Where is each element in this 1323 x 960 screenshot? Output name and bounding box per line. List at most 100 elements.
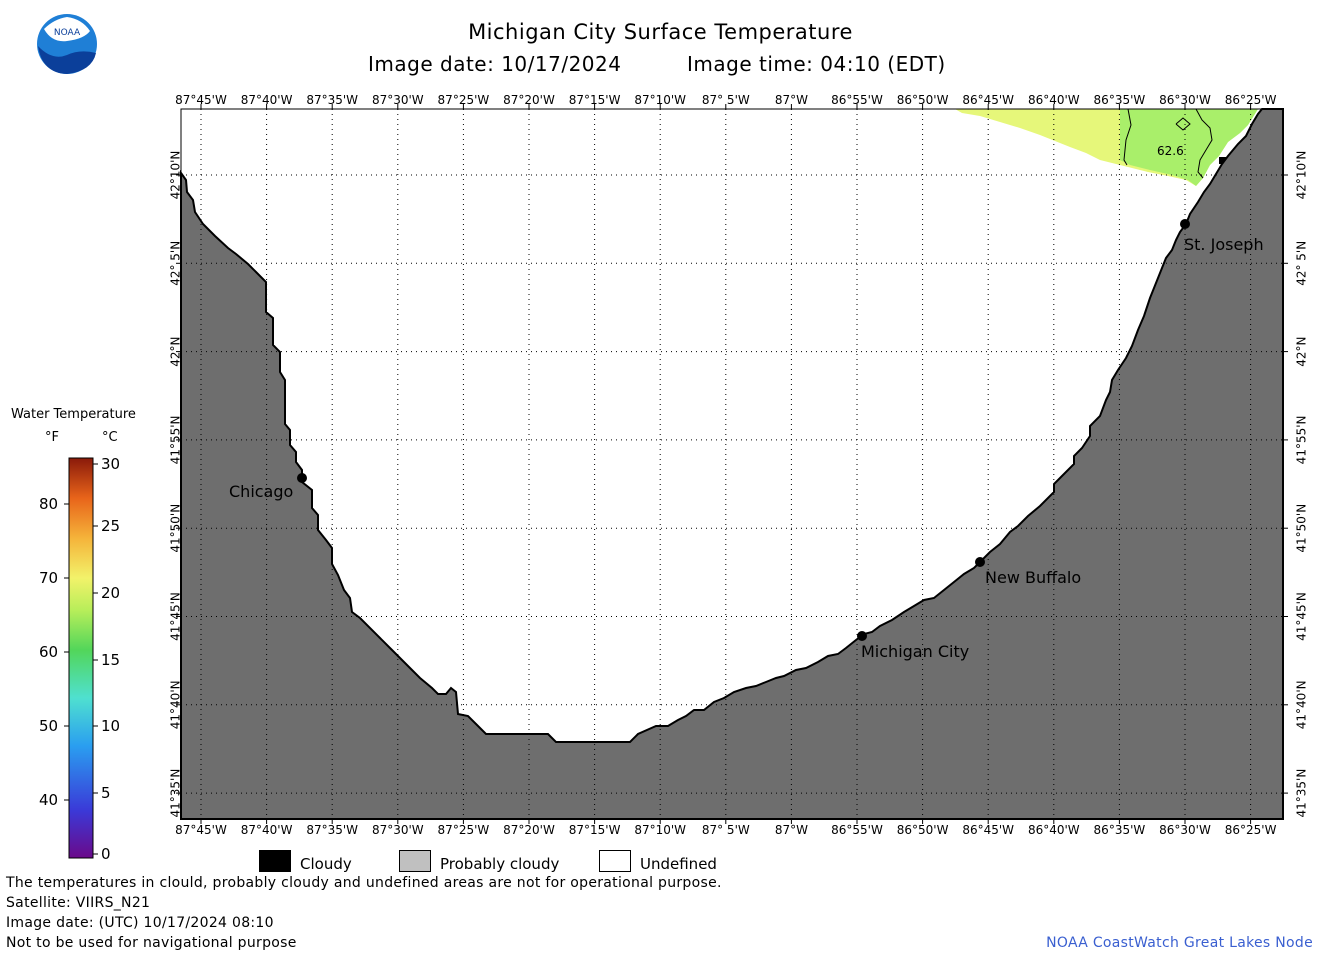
latitude-label: 42°10'N bbox=[1295, 151, 1309, 200]
longitude-label: 87°35'W bbox=[306, 93, 358, 107]
latitude-label: 42°10'N bbox=[169, 151, 183, 200]
latitude-label: 41°45'N bbox=[1295, 592, 1309, 641]
unit-celsius: °C bbox=[102, 430, 118, 445]
latitude-label: 42°N bbox=[169, 336, 183, 366]
legend-swatch-probably-cloudy bbox=[399, 850, 431, 872]
logo-text: NOAA bbox=[54, 28, 81, 38]
longitude-label: 86°55'W bbox=[831, 93, 883, 107]
temperature-value-label: 62.6 bbox=[1157, 144, 1184, 158]
scale-label-f: 70 bbox=[39, 569, 59, 587]
scale-label-f: 50 bbox=[39, 717, 59, 735]
scale-label-c: 0 bbox=[101, 845, 111, 863]
st-joseph-marker bbox=[1180, 219, 1190, 229]
footer-utc-date: Image date: (UTC) 10/17/2024 08:10 bbox=[6, 915, 274, 931]
longitude-label: 87°35'W bbox=[306, 823, 358, 837]
latitude-label: 41°50'N bbox=[169, 504, 183, 553]
longitude-label: 87°W bbox=[775, 823, 808, 837]
legend-label-probably-cloudy: Probably cloudy bbox=[440, 855, 560, 873]
latitude-label: 41°50'N bbox=[1295, 504, 1309, 553]
latitude-labels-right: 42°10'N 42° 5'N 42°N 41°55'N 41°50'N 41°45'N 4… bbox=[1295, 151, 1309, 818]
new-buffalo-marker bbox=[975, 557, 985, 567]
longitude-label: 86°25'W bbox=[1225, 823, 1277, 837]
latitude-label: 41°35'N bbox=[169, 769, 183, 818]
scale-label-c: 20 bbox=[101, 584, 121, 602]
map-grid bbox=[181, 109, 1283, 819]
latitude-label: 42° 5'N bbox=[169, 241, 183, 286]
scale-label-c: 25 bbox=[101, 517, 121, 535]
scale-label-c: 15 bbox=[101, 651, 121, 669]
noaa-logo: NOAA bbox=[37, 14, 97, 74]
longitude-label: 87°25'W bbox=[438, 823, 490, 837]
longitude-label: 87°W bbox=[775, 93, 808, 107]
longitude-label: 87°20'W bbox=[503, 93, 555, 107]
isotherm-line bbox=[1123, 108, 1132, 166]
city-label-st-joseph: St. Joseph bbox=[1184, 235, 1264, 254]
longitude-label: 87° 5'W bbox=[702, 93, 750, 107]
city-label-michigan-city: Michigan City bbox=[861, 642, 969, 661]
footer-disclaimer: The temperatures in clould, probably clo… bbox=[6, 875, 722, 891]
longitude-label: 87°20'W bbox=[503, 823, 555, 837]
footer-nav-warning: Not to be used for navigational purpose bbox=[6, 935, 297, 951]
footer-satellite: Satellite: VIIRS_N21 bbox=[6, 895, 151, 911]
latitude-label: 41°55'N bbox=[169, 415, 183, 464]
longitude-label: 86°30'W bbox=[1159, 93, 1211, 107]
color-scale-bar bbox=[68, 457, 94, 859]
isotherm-line bbox=[1175, 117, 1191, 131]
axis-ticks bbox=[176, 104, 1288, 824]
scale-label-f: 60 bbox=[39, 643, 59, 661]
longitude-labels-top: 87°45'W 87°40'W 87°35'W 87°30'W 87°25'W 87°20… bbox=[175, 93, 1276, 107]
isotherm-line bbox=[1195, 108, 1213, 179]
latitude-label: 42°N bbox=[1295, 336, 1309, 366]
longitude-label: 87°30'W bbox=[372, 93, 424, 107]
longitude-label: 87°30'W bbox=[372, 823, 424, 837]
color-scale-title: Water Temperature bbox=[11, 407, 136, 422]
longitude-label: 86°25'W bbox=[1225, 93, 1277, 107]
color-scale-ticks bbox=[64, 463, 98, 855]
longitude-label: 86°45'W bbox=[962, 823, 1014, 837]
legend-swatch-undefined bbox=[599, 850, 631, 872]
unit-fahrenheit: °F bbox=[45, 430, 59, 445]
scale-label-f: 40 bbox=[39, 791, 59, 809]
longitude-label: 86°45'W bbox=[962, 93, 1014, 107]
scale-label-f: 80 bbox=[39, 495, 59, 513]
michigan-city-marker bbox=[857, 631, 867, 641]
longitude-label: 87°25'W bbox=[438, 93, 490, 107]
longitude-label: 86°50'W bbox=[897, 823, 949, 837]
latitude-label: 41°45'N bbox=[169, 592, 183, 641]
scale-label-c: 10 bbox=[101, 717, 121, 735]
latitude-label: 41°40'N bbox=[169, 680, 183, 729]
longitude-label: 86°40'W bbox=[1028, 93, 1080, 107]
longitude-label: 87°40'W bbox=[241, 93, 293, 107]
longitude-labels-bottom: 87°45'W 87°40'W 87°35'W 87°30'W 87°25'W 87°20… bbox=[175, 823, 1276, 837]
map-frame bbox=[180, 108, 1284, 820]
chicago-marker bbox=[297, 473, 307, 483]
latitude-label: 41°55'N bbox=[1295, 415, 1309, 464]
image-time: Image time: 04:10 (EDT) bbox=[687, 52, 946, 76]
longitude-label: 87°45'W bbox=[175, 823, 227, 837]
scale-label-c: 5 bbox=[101, 784, 111, 802]
longitude-label: 87°45'W bbox=[175, 93, 227, 107]
longitude-label: 86°40'W bbox=[1028, 823, 1080, 837]
legend-label-cloudy: Cloudy bbox=[300, 855, 352, 873]
longitude-label: 87°10'W bbox=[634, 823, 686, 837]
longitude-label: 87°15'W bbox=[569, 93, 621, 107]
longitude-label: 86°35'W bbox=[1094, 823, 1146, 837]
longitude-label: 86°50'W bbox=[897, 93, 949, 107]
longitude-label: 86°35'W bbox=[1094, 93, 1146, 107]
longitude-label: 87°15'W bbox=[569, 823, 621, 837]
latitude-label: 42° 5'N bbox=[1295, 241, 1309, 286]
latitude-label: 41°35'N bbox=[1295, 769, 1309, 818]
city-label-new-buffalo: New Buffalo bbox=[985, 568, 1081, 587]
latitude-label: 41°40'N bbox=[1295, 680, 1309, 729]
water-temperature-warm-area bbox=[1120, 109, 1258, 186]
page-title: Michigan City Surface Temperature bbox=[468, 20, 853, 44]
land-west-south bbox=[180, 108, 1284, 820]
legend-label-undefined: Undefined bbox=[640, 855, 717, 873]
footer-credit: NOAA CoastWatch Great Lakes Node bbox=[1046, 935, 1313, 951]
latitude-labels-left: 42°10'N 42° 5'N 42°N 41°55'N 41°50'N 41°45'N 4… bbox=[169, 151, 183, 818]
legend-swatch-cloudy bbox=[259, 850, 291, 872]
longitude-label: 86°55'W bbox=[831, 823, 883, 837]
scale-label-c: 30 bbox=[101, 455, 121, 473]
city-label-chicago: Chicago bbox=[229, 482, 293, 501]
